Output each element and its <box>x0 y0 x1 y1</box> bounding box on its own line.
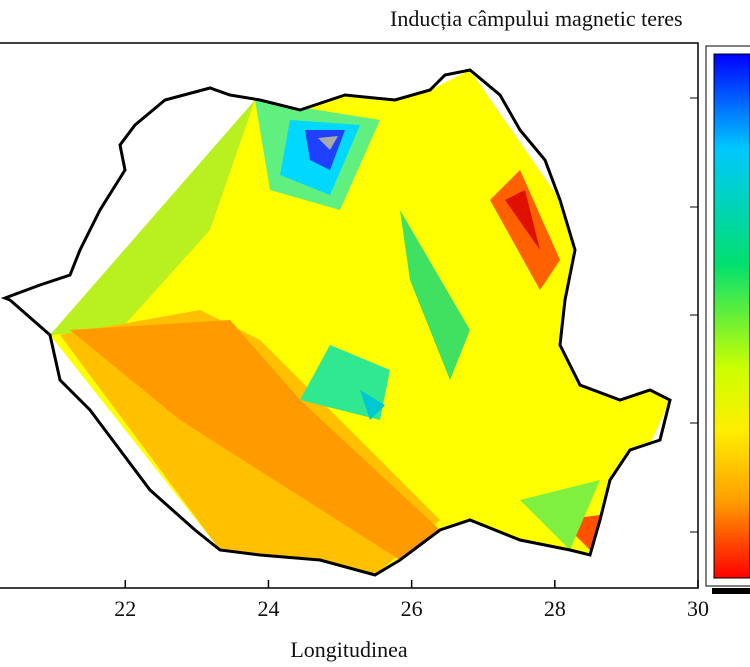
colorbar <box>713 53 750 579</box>
field-orange-dark <box>70 320 440 560</box>
x-axis-label: Longitudinea <box>290 637 408 662</box>
field-grey <box>318 136 338 150</box>
field-green-se <box>520 480 600 550</box>
x-tick-label: 30 <box>687 596 709 621</box>
field-red-core <box>505 190 540 250</box>
right-ticks <box>690 97 698 533</box>
border-outline <box>0 68 672 577</box>
field-green-c <box>400 210 470 380</box>
x-tick-label: 26 <box>401 596 423 621</box>
chart-title: Inducția câmpului magnetic teres <box>390 6 683 31</box>
colorbar-frame <box>705 45 750 587</box>
x-tick-label: 22 <box>114 596 136 621</box>
field-green <box>50 100 255 335</box>
colorbar-end <box>712 588 750 594</box>
field-cyan-s <box>360 390 385 420</box>
x-tick-label: 28 <box>544 596 566 621</box>
x-tick-label: 24 <box>257 596 279 621</box>
contour-field <box>50 70 670 575</box>
